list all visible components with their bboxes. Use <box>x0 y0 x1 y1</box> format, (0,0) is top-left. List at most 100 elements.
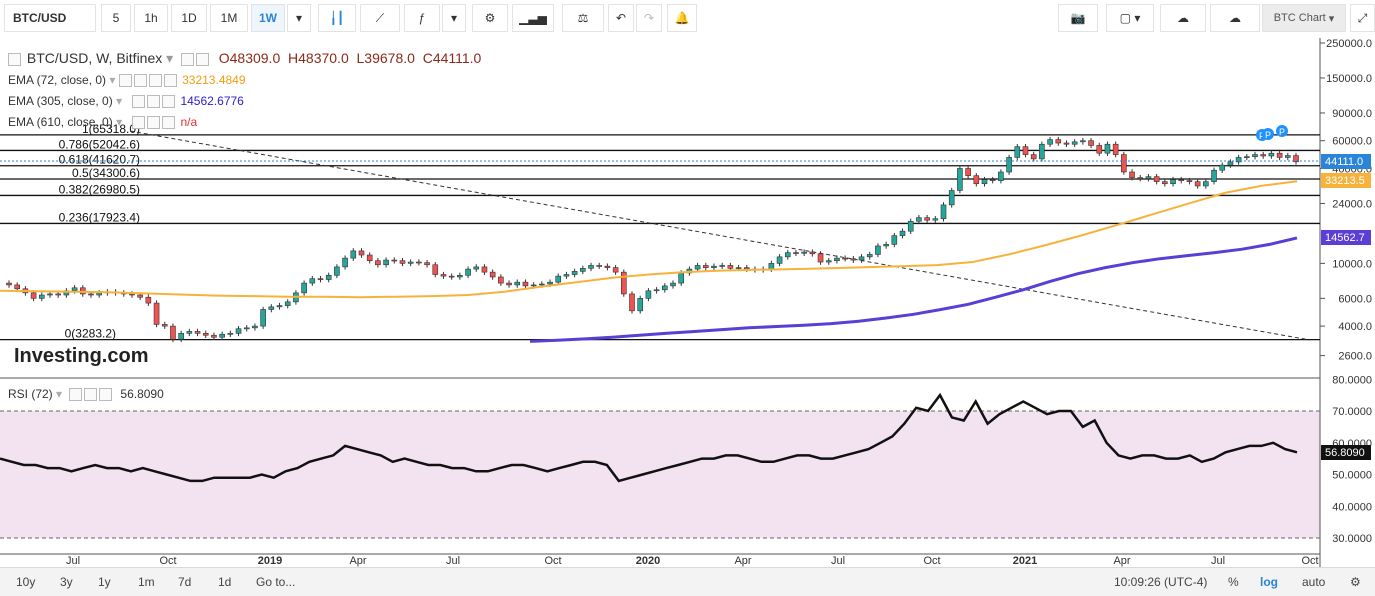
interval-1w[interactable]: 1W <box>251 4 285 32</box>
compare-icon[interactable]: ⚖ <box>562 4 604 32</box>
y-tick-label: 6000.0 <box>1338 293 1372 305</box>
candle <box>866 251 873 260</box>
rsi-legend[interactable]: RSI (72) ▾ 56.8090 <box>8 387 164 402</box>
cloud-save-icon[interactable]: ☁ <box>1210 4 1260 32</box>
ema610-value: n/a <box>180 115 198 129</box>
ema610-legend[interactable]: EMA (610, close, 0) ▾ n/a <box>8 115 198 130</box>
interval-5[interactable]: 5 <box>101 4 131 32</box>
event-markers[interactable]: P P P <box>1256 125 1288 141</box>
range-1m[interactable]: 1m <box>138 575 155 589</box>
candle <box>407 259 414 267</box>
range-7d[interactable]: 7d <box>178 575 192 589</box>
rsi-band <box>0 411 1320 538</box>
candle <box>850 256 857 263</box>
candle <box>252 323 258 331</box>
goto-button[interactable]: Go to... <box>256 575 296 589</box>
auto-toggle[interactable]: auto <box>1302 575 1326 589</box>
candle <box>1145 173 1152 182</box>
ema305-legend[interactable]: EMA (305, close, 0) ▾ 14562.6776 <box>8 94 244 109</box>
visibility-icon[interactable] <box>180 52 194 66</box>
candle <box>522 279 529 289</box>
candle <box>194 328 201 337</box>
range-10y[interactable]: 10y <box>16 575 36 589</box>
x-tick-label: Oct <box>1301 555 1318 567</box>
candle <box>350 248 357 261</box>
candle <box>219 331 225 341</box>
interval-1m[interactable]: 1M <box>210 4 248 32</box>
x-tick-label: 2020 <box>636 555 660 567</box>
collapse-icon[interactable] <box>8 52 21 66</box>
range-3y[interactable]: 3y <box>60 575 73 589</box>
chart-name[interactable]: BTC Chart ▾ <box>1262 4 1346 32</box>
candle <box>391 257 398 264</box>
candle <box>1268 150 1275 159</box>
range-1y[interactable]: 1y <box>98 575 111 589</box>
candle <box>432 262 439 278</box>
symbol-input[interactable]: BTC/USD <box>4 4 96 32</box>
candle <box>473 264 480 272</box>
candle <box>612 264 619 275</box>
candle <box>358 248 365 258</box>
fib-label-5: 0.236(17923.4) <box>59 210 140 224</box>
fib-label-6: 0(3283.2) <box>65 327 116 341</box>
svg-text:P: P <box>1259 131 1265 141</box>
trendline[interactable] <box>129 130 1311 341</box>
cloud-load-icon[interactable]: ☁ <box>1160 4 1206 32</box>
settings-icon[interactable] <box>195 52 209 66</box>
candle <box>998 169 1004 184</box>
candle <box>1252 151 1258 160</box>
candle <box>891 232 898 248</box>
candle <box>309 275 316 286</box>
y-tick-label: 2600.0 <box>1338 351 1372 363</box>
rsi-tag: 56.8090 <box>1325 447 1365 459</box>
undo-icon[interactable]: ↶ <box>608 4 634 32</box>
indicators-icon[interactable]: ƒ <box>404 4 440 32</box>
candle <box>1293 152 1299 165</box>
alert-icon[interactable]: 🔔 <box>667 4 697 32</box>
candle <box>1170 176 1176 187</box>
candle <box>1260 151 1267 159</box>
interval-dropdown-icon[interactable]: ▾ <box>287 4 311 32</box>
candle <box>1276 150 1283 161</box>
interval-1d[interactable]: 1D <box>171 4 207 32</box>
candles-icon[interactable]: ╽┃ <box>318 4 356 32</box>
candle <box>1063 140 1070 148</box>
candle <box>1219 162 1226 173</box>
percent-toggle[interactable]: % <box>1228 575 1239 589</box>
bars-icon[interactable]: ▁▃▅ <box>512 4 554 32</box>
indicators-dropdown-icon[interactable]: ▾ <box>442 4 466 32</box>
redo-icon[interactable]: ↷ <box>636 4 662 32</box>
x-tick-label: Jul <box>66 555 80 567</box>
candle <box>801 249 807 257</box>
candle <box>1227 159 1234 168</box>
candle <box>965 165 971 179</box>
candle <box>1022 143 1029 158</box>
candle <box>702 262 709 271</box>
y-tick-label: 150000.0 <box>1326 73 1372 85</box>
camera-icon[interactable]: 📷 <box>1058 4 1098 32</box>
fib-levels: 1(65318.0)0.786(52042.6)0.618(41620.7)0.… <box>0 122 1320 341</box>
x-tick-label: Jul <box>1211 555 1225 567</box>
candle <box>301 280 307 296</box>
log-toggle[interactable]: log <box>1260 575 1278 589</box>
area-chart-icon[interactable]: ⟋ <box>360 4 400 32</box>
gear-icon[interactable]: ⚙ <box>472 4 508 32</box>
candle <box>645 288 652 302</box>
range-1d[interactable]: 1d <box>218 575 232 589</box>
layout-icon[interactable]: ▢ ▾ <box>1106 4 1154 32</box>
candle <box>1153 173 1160 185</box>
candle <box>1080 138 1086 145</box>
ema305-value: 14562.6776 <box>180 94 244 108</box>
settings-gear-icon[interactable]: ⚙ <box>1350 575 1361 589</box>
interval-1h[interactable]: 1h <box>134 4 168 32</box>
candle <box>1030 151 1037 162</box>
fullscreen-icon[interactable]: ⤢ <box>1350 4 1375 32</box>
candle <box>1071 139 1078 148</box>
candle <box>1088 138 1094 149</box>
candle <box>375 258 381 268</box>
candle <box>1006 154 1012 175</box>
ema72-legend[interactable]: EMA (72, close, 0) ▾ 33213.4849 <box>8 73 246 88</box>
candle <box>178 330 184 343</box>
price-chart[interactable]: 1(65318.0)0.786(52042.6)0.618(41620.7)0.… <box>0 38 1375 567</box>
candle <box>317 275 324 283</box>
